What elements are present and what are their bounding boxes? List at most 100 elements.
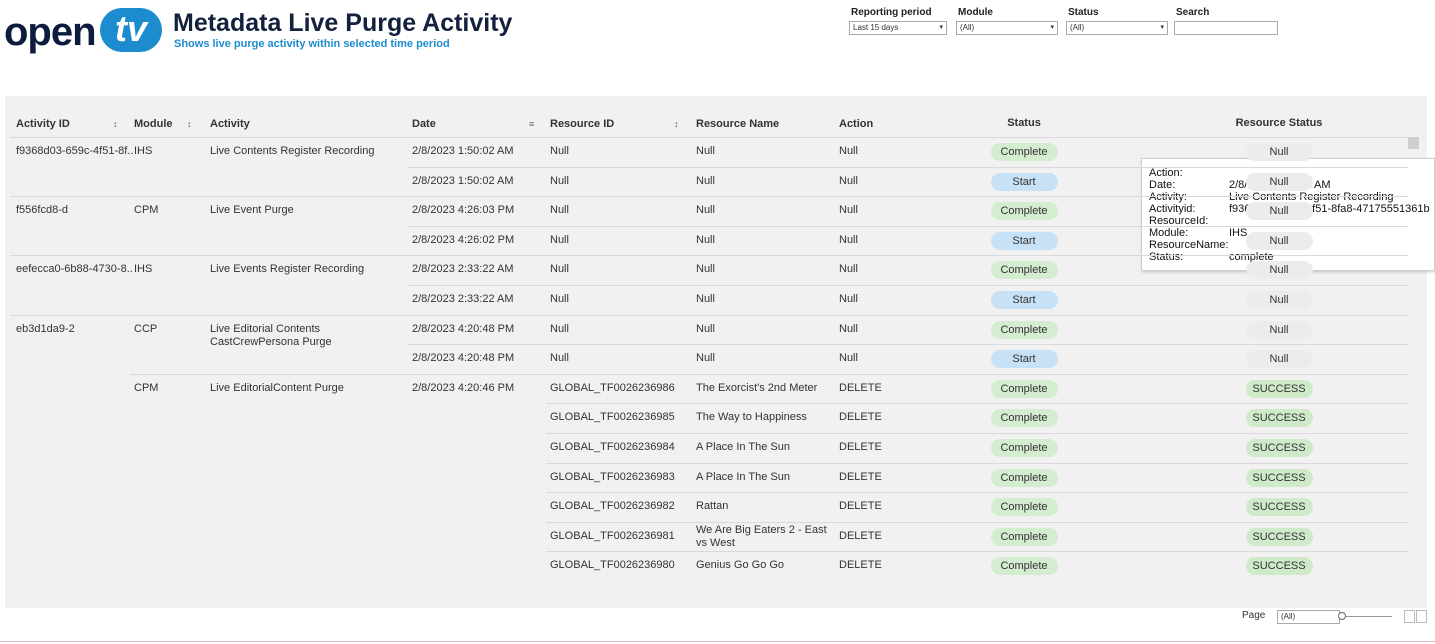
sort-icon[interactable]: ≡ xyxy=(529,119,535,129)
table-cell: Null xyxy=(839,174,858,187)
row-separator xyxy=(546,462,1408,464)
resource-status-pill: Null xyxy=(1245,231,1313,250)
tooltip-label: Activityid: xyxy=(1149,203,1196,215)
column-header[interactable]: Status xyxy=(1007,117,1041,129)
column-header[interactable]: Action xyxy=(839,118,874,130)
table-cell: Null xyxy=(550,204,569,217)
table-cell: Null xyxy=(550,293,569,305)
column-header[interactable]: Activity ID xyxy=(16,118,70,130)
table-cell: eefecca0-6b88-4730-8.. xyxy=(16,263,133,276)
table-cell: Null xyxy=(696,263,715,276)
table-cell: 2/8/2023 4:20:48 PM xyxy=(412,352,515,365)
filter-dropdown[interactable] xyxy=(1174,21,1278,35)
dropdown-arrow: ▾ xyxy=(1160,24,1164,31)
table-cell: Null xyxy=(550,352,569,365)
tooltip-label: ResourceId: xyxy=(1149,215,1209,227)
table-cell: Null xyxy=(696,293,715,305)
table-cell: Null xyxy=(839,352,858,365)
table-cell: Null xyxy=(839,263,858,276)
status-pill: Complete xyxy=(990,439,1058,457)
table-cell: DELETE xyxy=(839,411,882,424)
pager-dropdown[interactable]: (All) xyxy=(1277,610,1340,624)
table-cell: Null xyxy=(839,322,858,335)
table-cell: 2/8/2023 1:50:02 AM xyxy=(412,145,514,157)
column-header[interactable]: Resource Name xyxy=(696,118,780,130)
filter-value: Last 15 days xyxy=(853,23,899,32)
table-cell: Null xyxy=(550,322,569,335)
status-pill: Start xyxy=(990,291,1058,309)
table-cell: Live EditorialContent Purge xyxy=(210,381,344,394)
table-cell: A Place In The Sun xyxy=(696,441,790,453)
status-pill: Complete xyxy=(990,320,1058,339)
row-separator xyxy=(10,314,1408,316)
filter-value: (All) xyxy=(960,23,975,32)
table-cell: DELETE xyxy=(839,559,882,572)
prev-button[interactable] xyxy=(1404,610,1415,623)
table-cell: Null xyxy=(696,233,715,246)
filter-label: Status xyxy=(1068,7,1099,18)
table-cell: Null xyxy=(839,145,858,157)
resource-status-pill: SUCCESS xyxy=(1245,439,1313,457)
table-cell: Null xyxy=(550,174,569,187)
filter-dropdown[interactable]: (All) ▾ xyxy=(1066,21,1168,35)
resource-status-pill: Null xyxy=(1245,202,1313,221)
filter-dropdown[interactable]: (All) ▾ xyxy=(956,21,1058,35)
tooltip-value: IHS xyxy=(1229,227,1248,239)
table-cell: GLOBAL_TF0026236984 xyxy=(550,441,675,453)
title: Metadata Live Purge Activity xyxy=(173,9,513,37)
tooltip-label: Module: xyxy=(1149,227,1189,239)
table-cell: Null xyxy=(696,204,715,217)
table-cell: Null xyxy=(550,263,569,276)
sort-icon[interactable]: ↕ xyxy=(113,119,118,129)
filter-value: (All) xyxy=(1070,23,1085,32)
logo-badge: tv xyxy=(100,8,162,52)
table-cell: GLOBAL_TF0026236982 xyxy=(550,500,675,513)
table-cell: The Way to Happiness xyxy=(696,411,807,424)
tooltip-label: Date: xyxy=(1149,179,1176,191)
table-cell: DELETE xyxy=(839,470,882,483)
table-cell: Null xyxy=(696,145,715,157)
table-cell: DELETE xyxy=(839,500,882,513)
table-cell: Null xyxy=(839,204,858,217)
sort-icon[interactable]: ↕ xyxy=(674,119,679,129)
logo-text: open xyxy=(4,10,97,54)
filter-dropdown[interactable]: Last 15 days ▾ xyxy=(849,21,947,35)
column-header[interactable]: Resource ID xyxy=(550,118,615,130)
table-cell: 2/8/2023 4:26:03 PM xyxy=(412,204,515,217)
resource-status-pill: SUCCESS xyxy=(1245,409,1313,428)
next-button[interactable] xyxy=(1416,610,1427,623)
row-separator xyxy=(546,433,1408,434)
row-separator xyxy=(408,285,1408,286)
tooltip-value: complete xyxy=(1229,251,1274,263)
table-cell: Null xyxy=(696,352,715,365)
row-separator xyxy=(408,166,1408,168)
table-cell: DELETE xyxy=(839,529,882,542)
table-cell: Null xyxy=(696,322,715,335)
status-pill: Complete xyxy=(990,143,1058,161)
table-cell: Null xyxy=(550,145,569,157)
column-header[interactable]: Date xyxy=(412,118,436,130)
scrollbar[interactable] xyxy=(1408,137,1419,149)
dropdown-arrow: ▾ xyxy=(939,24,943,31)
table-cell: Live Event Purge xyxy=(210,204,294,217)
table-cell: Genius Go Go Go xyxy=(696,559,785,572)
column-header[interactable]: Resource Status xyxy=(1235,117,1323,129)
table-cell: 2/8/2023 1:50:02 AM xyxy=(412,174,514,187)
status-pill: Complete xyxy=(990,498,1058,517)
column-header[interactable]: Module xyxy=(134,118,173,130)
resource-status-pill: SUCCESS xyxy=(1245,379,1313,398)
bottom-border xyxy=(0,641,1435,642)
table-cell: Live Contents Register Recording xyxy=(210,145,375,157)
tooltip-label: Action: xyxy=(1149,167,1183,179)
table-cell: 2/8/2023 4:20:48 PM xyxy=(412,322,515,335)
table-cell: A Place In The Sun xyxy=(696,470,790,483)
pager-label: Page xyxy=(1242,610,1266,621)
row-separator xyxy=(10,196,1408,198)
resource-status-pill: SUCCESS xyxy=(1245,468,1313,487)
slider-handle[interactable] xyxy=(1338,612,1346,620)
column-header[interactable]: Activity xyxy=(210,118,250,130)
sort-icon[interactable]: ↕ xyxy=(187,119,192,129)
table-cell: Null xyxy=(550,233,569,246)
table-cell: 2/8/2023 2:33:22 AM xyxy=(412,293,514,305)
